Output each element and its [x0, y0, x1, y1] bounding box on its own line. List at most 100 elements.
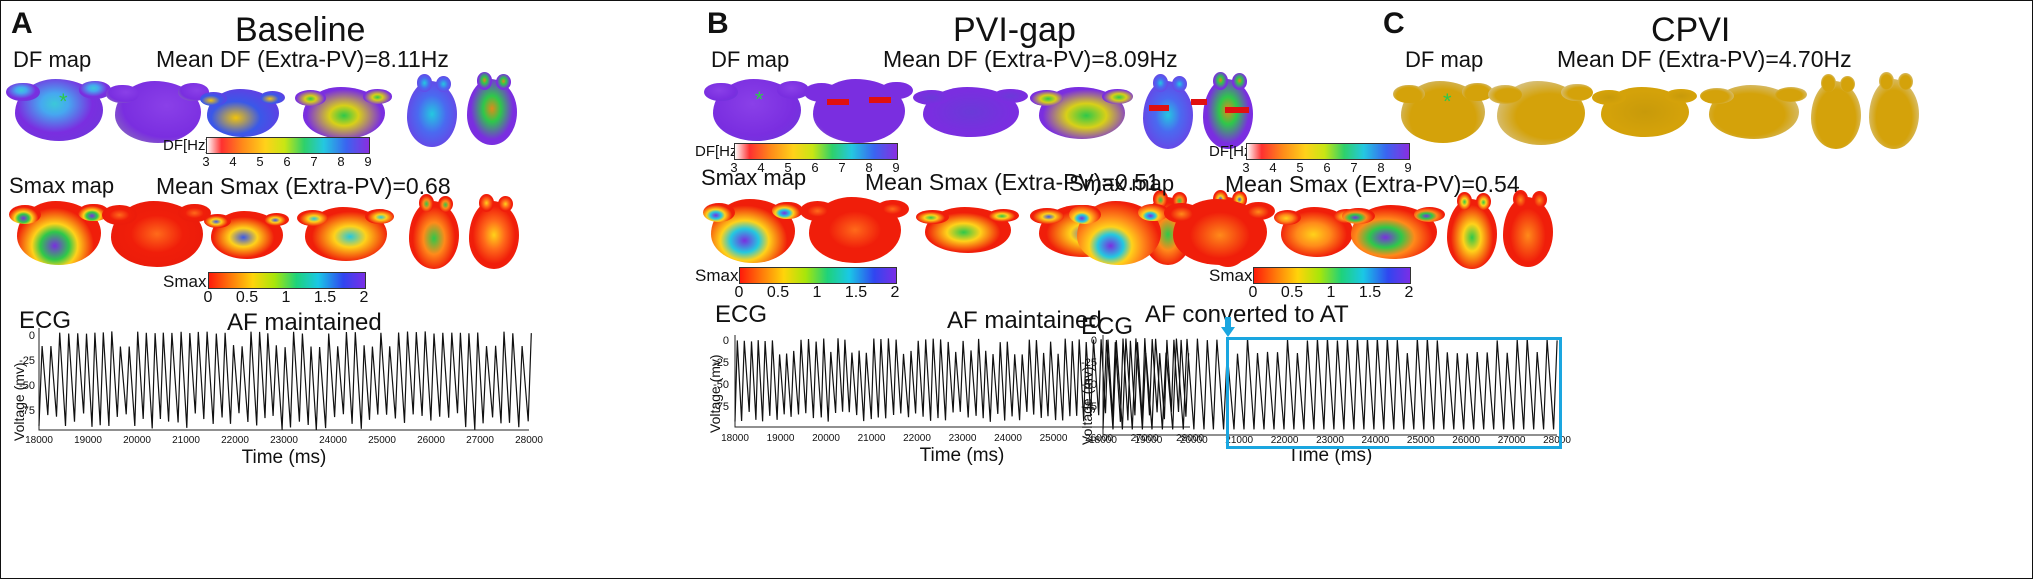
- ecg-xlabel: Time (ms): [1287, 445, 1373, 466]
- df-map-label: DF map: [711, 47, 790, 72]
- heart-view: [702, 199, 803, 263]
- ecg-xtick: 18000: [721, 433, 749, 444]
- smax-mean-text: Mean Smax (Extra-PV)=0.68: [156, 173, 451, 199]
- smax-colorbar: [739, 267, 897, 284]
- heart-view: [101, 201, 212, 267]
- panel-letter: C: [1383, 7, 1405, 40]
- ecg-ytick: 0: [722, 335, 729, 347]
- df-colorbar-tick: 9: [364, 154, 372, 169]
- smax-colorbar-tick: 1.5: [1358, 284, 1382, 301]
- ecg-xtick: 22000: [903, 433, 931, 444]
- ecg-axes: [1102, 335, 1557, 436]
- ecg-plot-b: [734, 335, 1190, 428]
- df-colorbar-tick: 4: [1269, 160, 1277, 175]
- heart-view: [916, 207, 1019, 253]
- panel-letter: B: [707, 7, 729, 40]
- heart-view: [1503, 190, 1553, 267]
- ecg-ytick: -50: [19, 380, 35, 392]
- ecg-xtick: 23000: [270, 435, 298, 446]
- ecg-xtick: 25000: [1406, 435, 1435, 446]
- df-colorbar-tick: 7: [838, 160, 846, 175]
- df-mean-text: Mean DF (Extra-PV)=4.70Hz: [1557, 46, 1852, 72]
- ecg-plot-c: [1102, 335, 1558, 436]
- df-colorbar-tick: 6: [1323, 160, 1331, 175]
- heart-view: [1869, 72, 1919, 149]
- panel-title: Baseline: [235, 11, 366, 49]
- df-colorbar-title: DF[Hz]: [163, 137, 210, 154]
- heart-view: [1068, 201, 1169, 265]
- df-colorbar-tick: 5: [256, 154, 264, 169]
- df-colorbar-tick: 4: [229, 154, 237, 169]
- star-icon: *: [1443, 89, 1452, 114]
- ecg-ytick: -25: [19, 355, 35, 367]
- smax-mean-text: Mean Smax (Extra-PV)=0.54: [1225, 171, 1520, 197]
- heart-view: [1203, 72, 1253, 149]
- df-colorbar-tick: 5: [784, 160, 792, 175]
- heart-view: [1143, 74, 1193, 149]
- ecg-xtick: 23000: [948, 433, 977, 444]
- ecg-xtick: 27000: [1130, 433, 1159, 444]
- heart-view: [203, 211, 290, 259]
- smax-colorbar-tick: 2: [890, 284, 900, 301]
- smax-colorbar-title: Smax: [163, 272, 207, 291]
- df-map-label: DF map: [13, 47, 92, 72]
- ecg-xtick: 26000: [1085, 433, 1113, 444]
- smax-colorbar-tick: 0: [1248, 284, 1258, 301]
- smax-colorbar-tick: 2: [1404, 284, 1414, 301]
- ecg-status: AF maintained: [227, 309, 382, 336]
- df-mean-text: Mean DF (Extra-PV)=8.09Hz: [883, 46, 1178, 72]
- ecg-ylabel: Voltage (mv): [11, 362, 27, 441]
- at-highlight-box: [1226, 337, 1562, 449]
- df-colorbar-tick: 7: [310, 154, 318, 169]
- heart-view: [467, 72, 517, 145]
- ecg-status: AF converted to AT: [1145, 301, 1349, 328]
- smax-colorbar-tick: 1: [812, 284, 822, 301]
- heart-view: [704, 79, 809, 141]
- smax-map-label: Smax map: [701, 165, 807, 190]
- star-icon: *: [59, 89, 68, 114]
- ecg-trace: [38, 331, 532, 431]
- df-colorbar-tick: 8: [337, 154, 345, 169]
- ecg-axes: [734, 335, 1190, 428]
- heart-view: [1447, 192, 1497, 269]
- ecg-ytick: -25: [713, 357, 729, 369]
- panel-title: CPVI: [1651, 11, 1731, 49]
- df-map-label: DF map: [1405, 47, 1484, 72]
- heart-view: [799, 197, 910, 263]
- heart-view: [1342, 205, 1445, 259]
- df-colorbar-tick: 9: [892, 160, 900, 175]
- ecg-xlabel: Time (ms): [241, 447, 327, 468]
- smax-colorbar-title: Smax: [1209, 266, 1253, 285]
- ecg-label: ECG: [19, 307, 72, 334]
- pv-gap-marker: [1225, 107, 1249, 113]
- df-colorbar-title: DF[Hz]: [695, 143, 742, 160]
- ecg-xtick: 26000: [1452, 435, 1481, 446]
- heart-view: [8, 201, 109, 265]
- heart-view: [913, 87, 1028, 137]
- ecg-xtick: 22000: [221, 435, 249, 446]
- ecg-xtick: 28000: [515, 435, 543, 446]
- ecg-xtick: 18000: [25, 435, 53, 446]
- smax-colorbar-tick: 0: [734, 284, 744, 301]
- panel-c: C CPVI DF map Mean DF (Extra-PV)=4.70Hz …: [1333, 1, 2032, 578]
- df-colorbar: [734, 143, 898, 160]
- heart-view: [296, 207, 395, 261]
- ecg-xtick: 22000: [1270, 435, 1299, 446]
- heart-view: [1700, 85, 1808, 139]
- ecg-xtick: 26000: [417, 435, 445, 446]
- conversion-arrow-icon: [1221, 317, 1235, 337]
- ecg-xtick: 24000: [1361, 435, 1390, 446]
- df-colorbar-tick: 9: [1404, 160, 1412, 175]
- heart-view: [294, 87, 393, 139]
- ecg-xtick: 20000: [123, 435, 151, 446]
- df-mean-text: Mean DF (Extra-PV)=8.11Hz: [156, 46, 449, 72]
- heart-view: [409, 194, 459, 269]
- heart-view: [407, 74, 457, 147]
- ecg-xtick: 28000: [1543, 435, 1571, 446]
- ecg-ytick: -25: [1081, 357, 1097, 369]
- smax-colorbar: [208, 272, 366, 289]
- ecg-xlabel: Time (ms): [919, 445, 1005, 466]
- ecg-ytick: -75: [1081, 401, 1097, 413]
- smax-colorbar-tick: 0.5: [1280, 284, 1304, 301]
